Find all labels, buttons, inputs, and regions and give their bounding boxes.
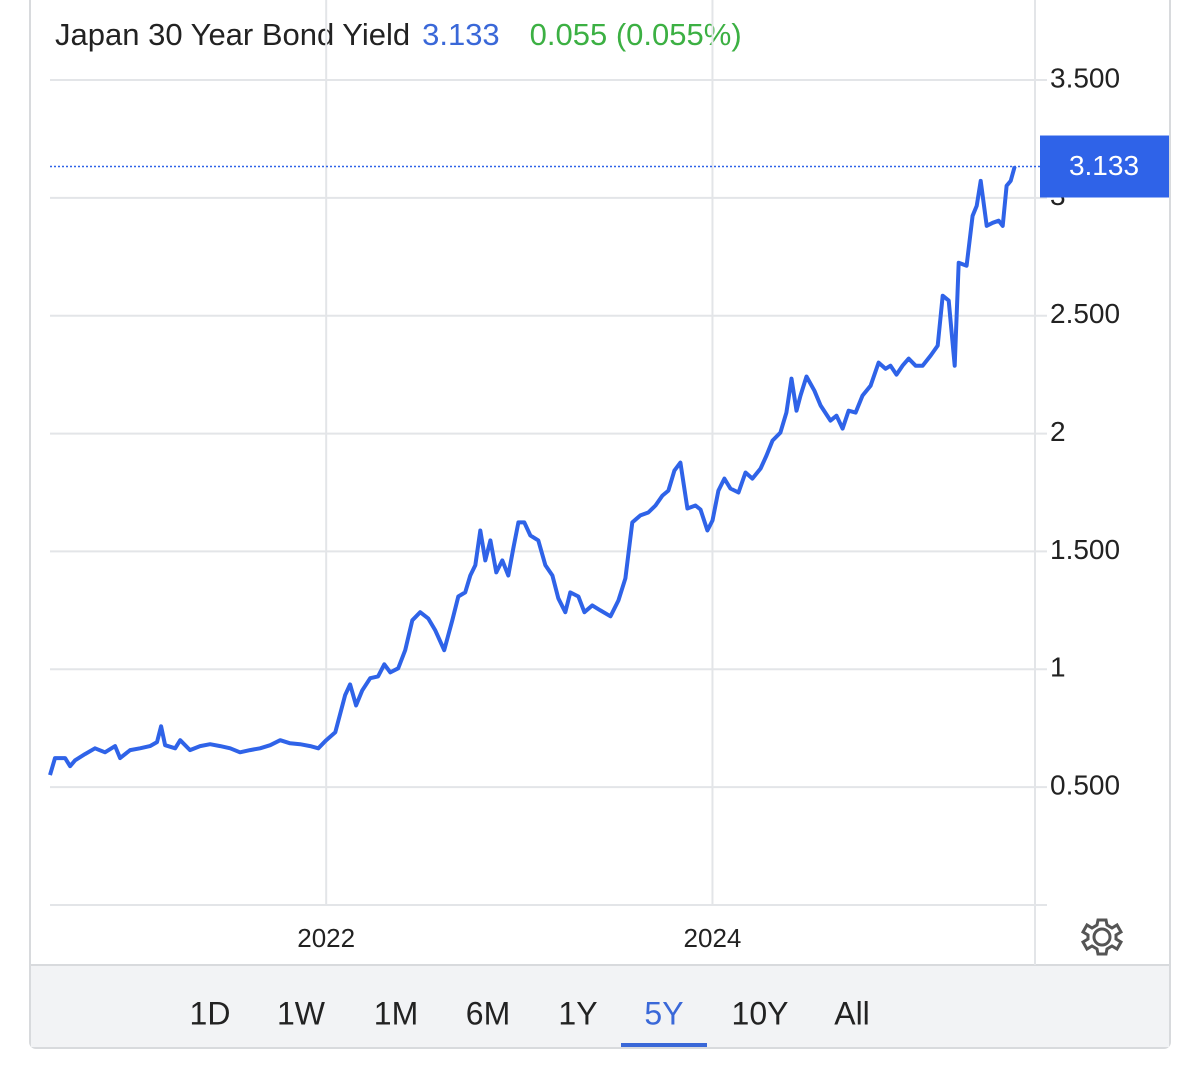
range-button[interactable]: 1W <box>277 995 326 1031</box>
price-badge <box>1040 135 1169 198</box>
range-button[interactable]: 5Y <box>644 995 683 1031</box>
x-tick-label: 2022 <box>297 923 355 953</box>
price-badge-label: 3.133 <box>1069 150 1139 181</box>
settings-icon[interactable] <box>1080 918 1124 956</box>
y-tick-label: 1.500 <box>1050 534 1120 565</box>
header: Japan 30 Year Bond Yield 3.133 0.055 (0.05… <box>55 17 742 52</box>
range-button[interactable]: All <box>834 995 870 1031</box>
series-line <box>48 165 1017 776</box>
active-underline <box>621 1043 707 1047</box>
range-button[interactable]: 1M <box>374 995 418 1031</box>
range-bar <box>31 965 1169 1047</box>
price: 3.133 <box>422 17 500 52</box>
change: 0.055 (0.055%) <box>530 17 742 52</box>
x-tick-label: 2024 <box>684 923 742 953</box>
range-button[interactable]: 1Y <box>558 995 597 1031</box>
frame <box>29 0 1171 1049</box>
y-tick-label: 0.500 <box>1050 770 1120 801</box>
chart-title: Japan 30 Year Bond Yield <box>55 17 410 52</box>
y-tick-label: 3.500 <box>1050 62 1120 93</box>
range-button[interactable]: 1D <box>190 995 231 1031</box>
y-tick-label: 1 <box>1050 652 1066 683</box>
y-tick-label: 2 <box>1050 416 1066 447</box>
range-button[interactable]: 10Y <box>732 995 789 1031</box>
y-tick-label: 2.500 <box>1050 298 1120 329</box>
range-button[interactable]: 6M <box>466 995 510 1031</box>
